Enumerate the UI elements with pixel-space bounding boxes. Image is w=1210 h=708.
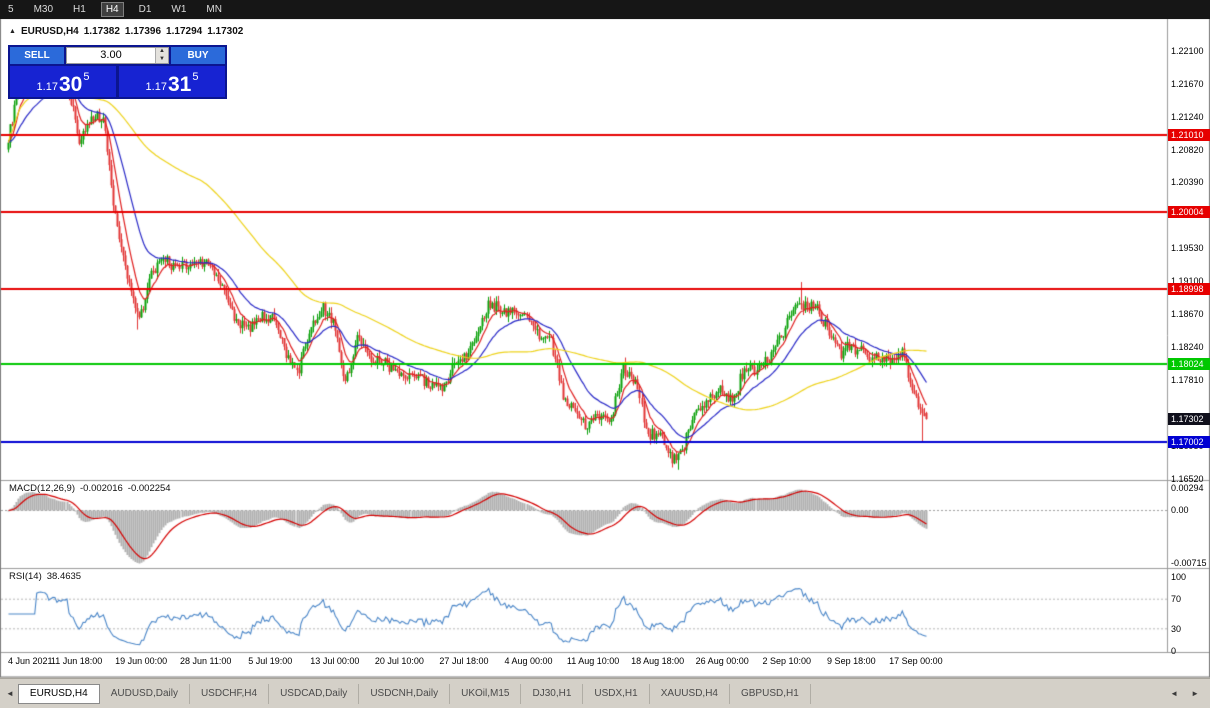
chart-tab-usdchf-h4[interactable]: USDCHF,H4 [190,683,270,704]
rsi-indicator-label: RSI(14) 38.4635 [9,571,81,582]
chart-tab-usdcnh-daily[interactable]: USDCNH,Daily [359,683,451,704]
rsi-name: RSI(14) [9,571,42,582]
sell-price-big-digits: 30 [58,73,83,96]
chart-tab-bar: ◄ EURUSD,H4 AUDUSD,Daily USDCHF,H4 USDCAD,D… [0,678,1210,708]
timeframe-button-m30[interactable]: M30 [33,4,54,15]
lot-decrease-button[interactable]: ▼ [156,55,168,63]
lot-size-field[interactable]: 3.00 ▲ ▼ [66,47,169,64]
macd-main-value: -0.002016 [80,483,123,494]
timeframe-button-h4[interactable]: H4 [100,2,124,17]
macd-indicator-label: MACD(12,26,9) -0.002016 -0.002254 [9,483,171,494]
ohlc-high-value: 1.17396 [124,26,162,37]
chart-tab-usdx-h1[interactable]: USDX,H1 [583,683,650,704]
ohlc-low-value: 1.17294 [166,26,203,37]
tab-scroll-left-icon[interactable]: ◄ [6,689,14,698]
timeframe-button-w1[interactable]: W1 [171,4,187,15]
sell-price-display[interactable]: 1.17 30 5 [10,66,116,97]
ohlc-close-value: 1.17302 [207,26,244,37]
tab-scroll-next-icon[interactable]: ► [1191,689,1199,698]
macd-name: MACD(12,26,9) [9,483,75,494]
buy-price-display[interactable]: 1.17 31 5 [119,66,225,97]
buy-price-big-digits: 31 [167,73,192,96]
chart-symbol-label: EURUSD,H4 [20,26,79,37]
timeframe-toolbar: 5 M30 H1 H4 D1 W1 MN [0,0,1210,19]
tab-scroll-right-group: ◄ ► [1166,689,1208,698]
timeframe-button-5[interactable]: 5 [8,4,14,15]
chart-tab-ukoil-m15[interactable]: UKOil,M15 [450,683,522,704]
rsi-value: 38.4635 [46,571,82,582]
chart-tab-usdcad-daily[interactable]: USDCAD,Daily [269,683,360,704]
sell-price-pipette: 5 [83,71,90,83]
chart-shift-icon: ▲ [9,28,16,35]
macd-signal-value: -0.002254 [127,483,171,494]
chart-tab-audusd-daily[interactable]: AUDUSD,Daily [100,683,190,704]
ohlc-open-value: 1.17382 [83,26,120,37]
lot-size-value[interactable]: 3.00 [100,49,122,61]
buy-price-pipette: 5 [192,71,199,83]
chart-ohlc-title: ▲ EURUSD,H4 1.17382 1.17396 1.17294 1.17… [9,26,243,37]
chart-tab-eurusd-h4[interactable]: EURUSD,H4 [17,683,100,704]
tab-scroll-prev-icon[interactable]: ◄ [1170,689,1179,698]
chart-tabs: EURUSD,H4 AUDUSD,Daily USDCHF,H4 USDCAD,Dai… [17,683,811,704]
chart-tab-xauusd-h4[interactable]: XAUUSD,H4 [650,683,730,704]
sell-button[interactable]: SELL [10,47,64,64]
chart-tab-dj30-h1[interactable]: DJ30,H1 [521,683,584,704]
timeframe-button-h1[interactable]: H1 [73,4,86,15]
buy-price-prefix: 1.17 [145,81,167,93]
chart-tab-gbpusd-h1[interactable]: GBPUSD,H1 [730,683,811,704]
sell-price-prefix: 1.17 [36,81,58,93]
lot-spinner: ▲ ▼ [155,48,168,63]
timeframe-button-mn[interactable]: MN [206,4,222,15]
timeframe-button-d1[interactable]: D1 [138,4,152,15]
one-click-trading-panel: SELL 3.00 ▲ ▼ BUY 1.17 30 5 1.17 31 5 [8,45,227,99]
buy-button[interactable]: BUY [171,47,225,64]
lot-increase-button[interactable]: ▲ [156,48,168,56]
